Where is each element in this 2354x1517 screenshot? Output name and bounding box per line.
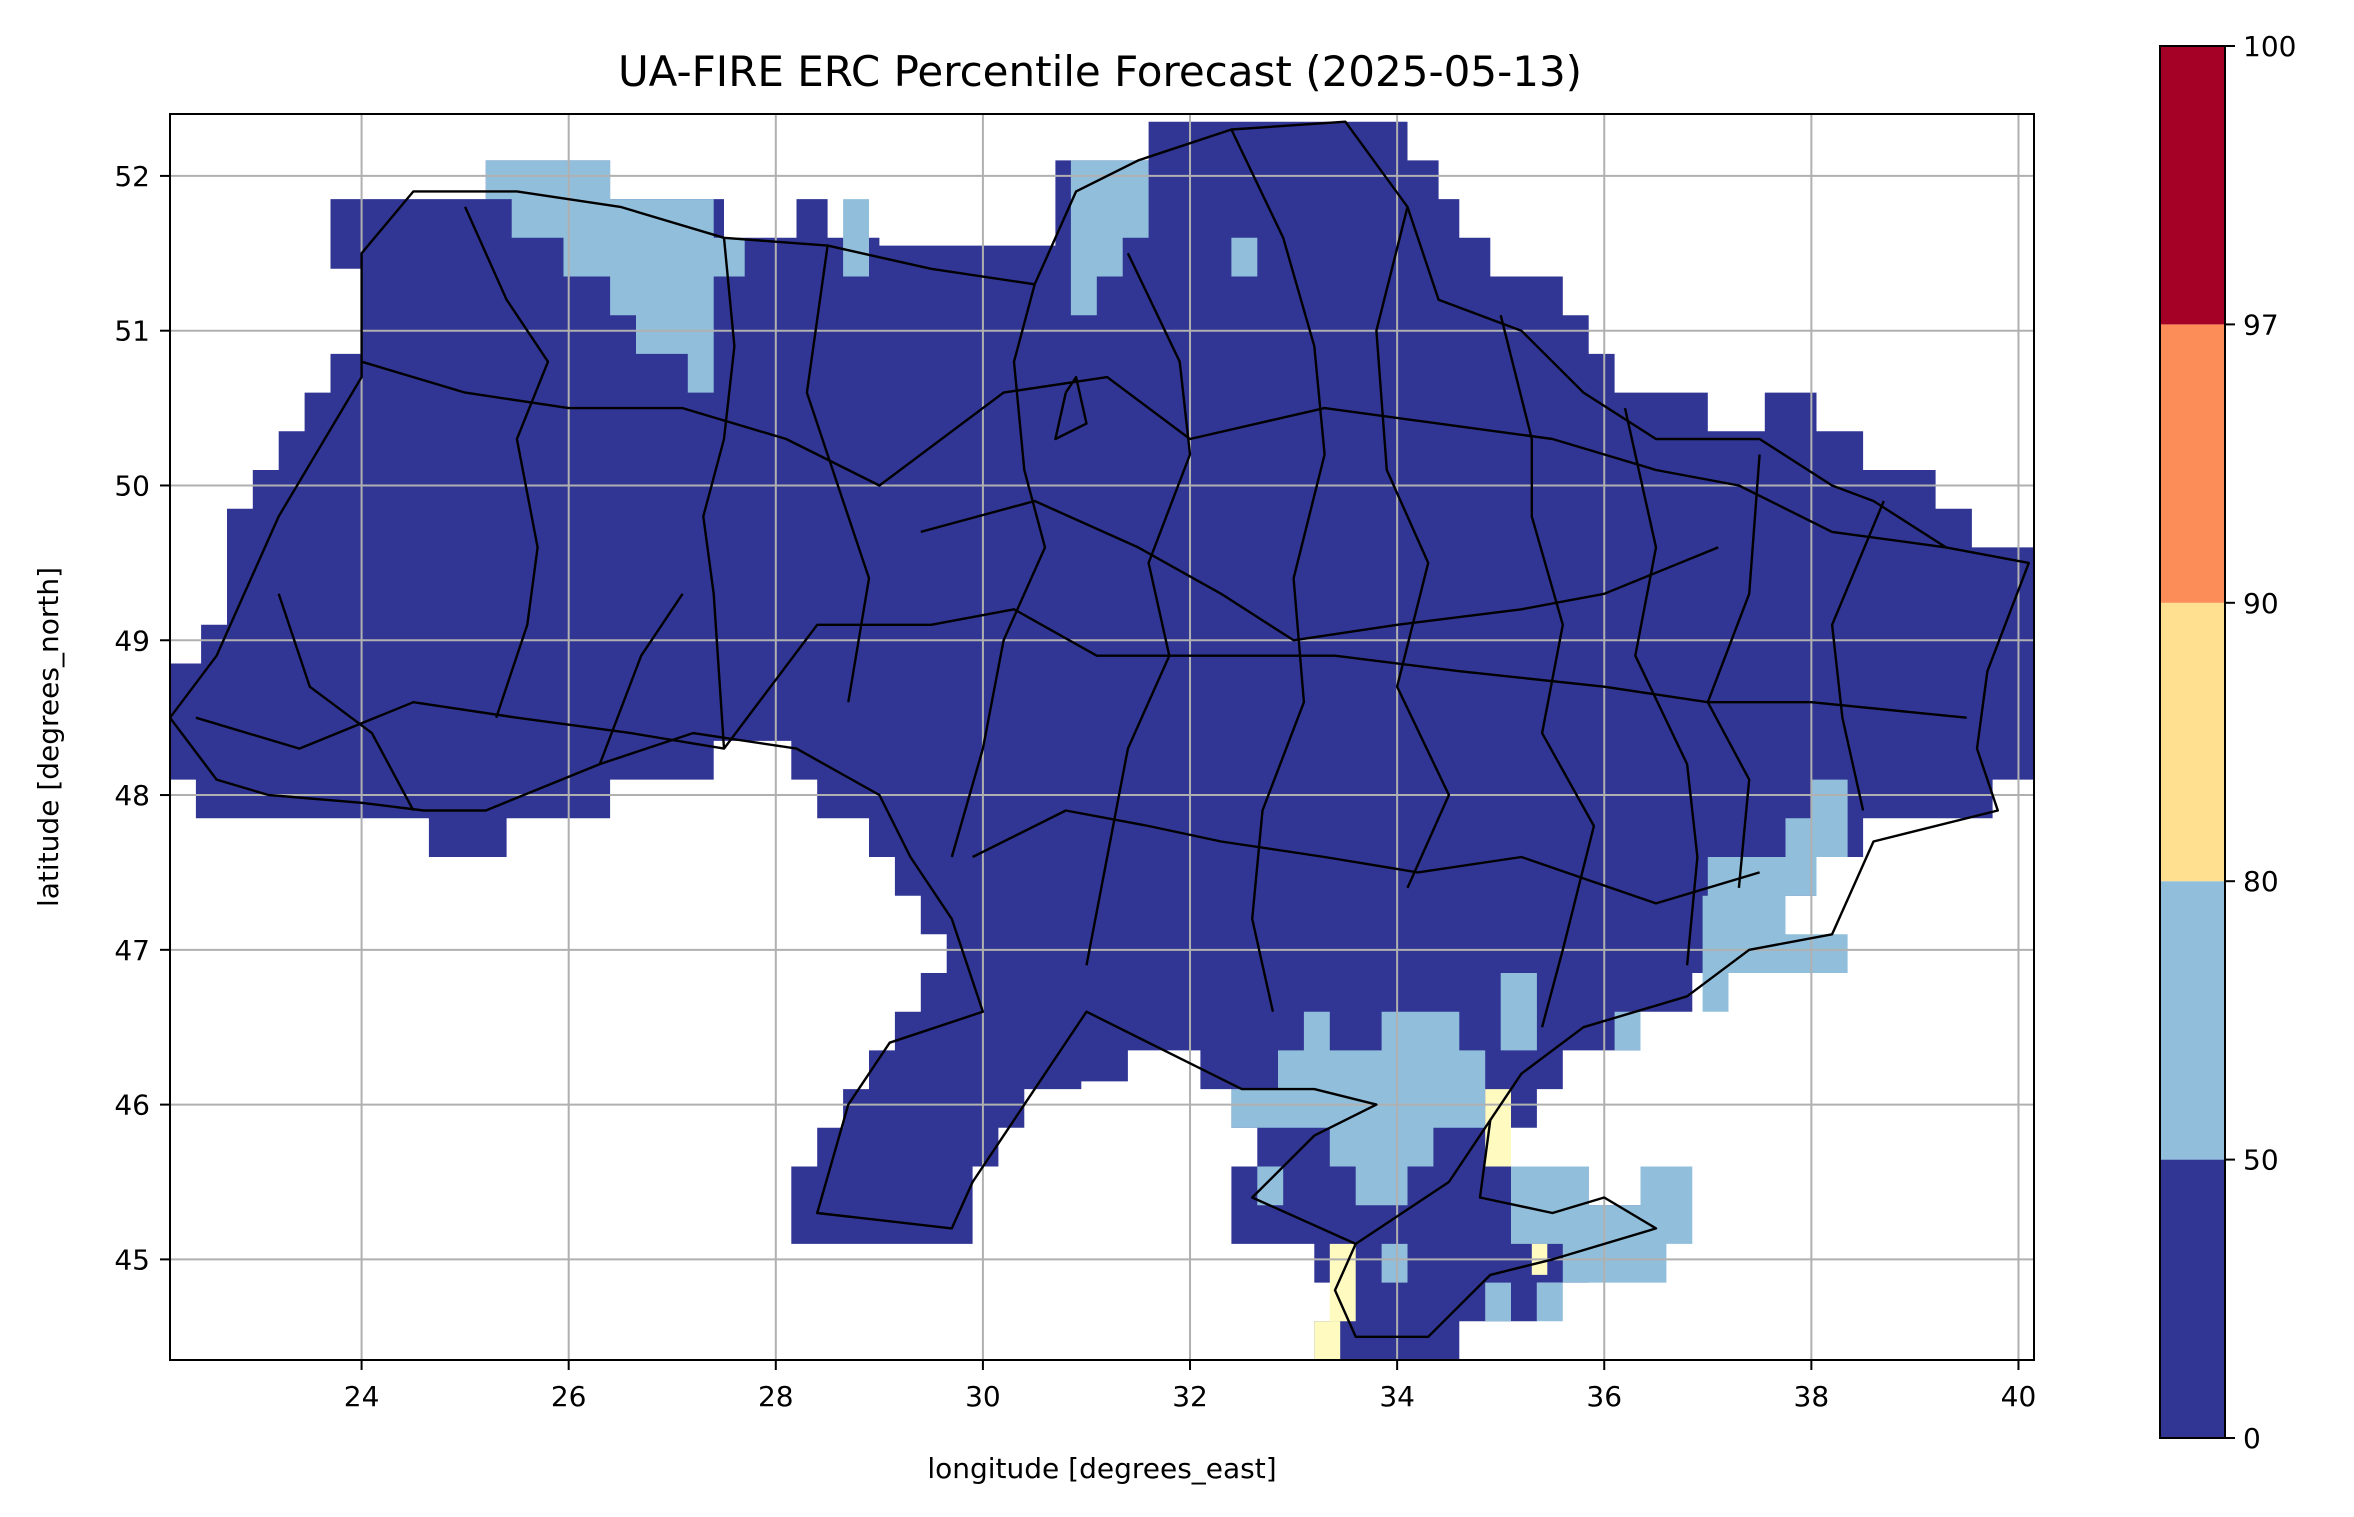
region-50-80-volyn	[485, 160, 745, 393]
boundary-line	[1706, 454, 1761, 889]
boundary-line	[950, 283, 1047, 858]
x-tick-label: 28	[758, 1380, 794, 1413]
x-tick-label: 38	[1794, 1380, 1830, 1413]
colorbar: 0 50 80 90 97 100	[2159, 30, 2296, 1455]
boundary-line	[1230, 128, 1326, 1012]
boundary-line	[195, 608, 1967, 750]
colorbar-tick-label: 90	[2243, 587, 2279, 620]
y-tick-label: 51	[114, 315, 150, 348]
y-tick-label: 45	[114, 1243, 150, 1276]
colorbar-frame	[2159, 45, 2226, 1439]
x-tick-label: 36	[1586, 1380, 1622, 1413]
region-50-80-west-crimea	[1257, 1166, 1284, 1206]
y-tick-label: 46	[114, 1089, 150, 1122]
region-50-80-kerch	[1485, 1166, 1693, 1322]
region-50-80-azov-dot2	[1614, 1011, 1641, 1051]
boundary-line	[361, 360, 1947, 549]
colorbar-tick-label: 0	[2243, 1422, 2261, 1455]
colorbar-tick-label: 100	[2243, 30, 2296, 63]
boundary-line	[170, 120, 2031, 1339]
boundary-line	[702, 237, 736, 749]
colorbar-tick-label: 97	[2243, 308, 2279, 341]
region-50-80-azov-dot	[1500, 973, 1537, 1051]
percentile-fill-layer	[170, 121, 2034, 1360]
region-50-80-chernihiv-dot	[1231, 237, 1258, 277]
colorbar-segment	[2160, 602, 2225, 882]
x-tick-label: 26	[551, 1380, 587, 1413]
region-80-90-sevastopol2	[1314, 1321, 1341, 1360]
y-tick-label: 48	[114, 779, 150, 812]
map-plot-area	[170, 114, 2034, 1360]
region-50-80-polissia-strip	[843, 199, 869, 277]
region-50-80-crimea-mid	[1381, 1243, 1408, 1283]
colorbar-tick-label: 80	[2243, 865, 2279, 898]
boundary-line	[1499, 314, 1596, 1028]
boundary-line	[1054, 375, 1088, 441]
y-tick-label: 50	[114, 469, 150, 502]
x-tick-label: 40	[2001, 1380, 2037, 1413]
region-below-50	[170, 121, 2034, 1360]
region-50-80-chernihiv-north	[1070, 160, 1149, 316]
colorbar-tick-label: 50	[2243, 1144, 2279, 1177]
region-80-90-sevastopol	[1329, 1243, 1356, 1322]
x-tick-label: 32	[1172, 1380, 1208, 1413]
boundary-line	[598, 593, 684, 765]
admin-boundaries	[170, 120, 2031, 1339]
boundary-line	[277, 593, 415, 812]
colorbar-segment	[2160, 324, 2225, 603]
y-tick-label: 47	[114, 934, 150, 967]
boundary-line	[1355, 1119, 1492, 1245]
y-axis-label: latitude [degrees_north]	[32, 567, 65, 907]
x-tick-label: 34	[1379, 1380, 1415, 1413]
y-axis-ticks: 45 46 47 48 49 50 51 52	[114, 160, 170, 1276]
colorbar-segment	[2160, 881, 2225, 1160]
boundary-line	[972, 809, 1760, 905]
boundary-line	[1830, 500, 1885, 811]
boundary-line	[1623, 407, 1699, 966]
colorbar-segment	[2160, 46, 2225, 325]
map-title: UA-FIRE ERC Percentile Forecast (2025-05…	[618, 47, 1582, 96]
boundary-line	[1085, 252, 1192, 966]
boundary-line	[805, 245, 871, 703]
x-tick-label: 24	[344, 1380, 380, 1413]
x-axis-ticks: 24 26 28 30 32 34 36 38 40	[344, 1360, 2037, 1413]
x-tick-label: 30	[965, 1380, 1001, 1413]
colorbar-segment	[2160, 1159, 2225, 1438]
y-tick-label: 49	[114, 624, 150, 657]
region-50-80-kherson	[1231, 1011, 1486, 1206]
boundary-line	[1375, 206, 1451, 889]
plot-frame	[169, 113, 2035, 1361]
y-tick-label: 52	[114, 160, 150, 193]
x-axis-label: longitude [degrees_east]	[927, 1452, 1276, 1485]
boundary-line	[920, 499, 1719, 642]
boundary-line	[464, 206, 550, 719]
region-80-90-arabat	[1485, 1089, 1511, 1167]
